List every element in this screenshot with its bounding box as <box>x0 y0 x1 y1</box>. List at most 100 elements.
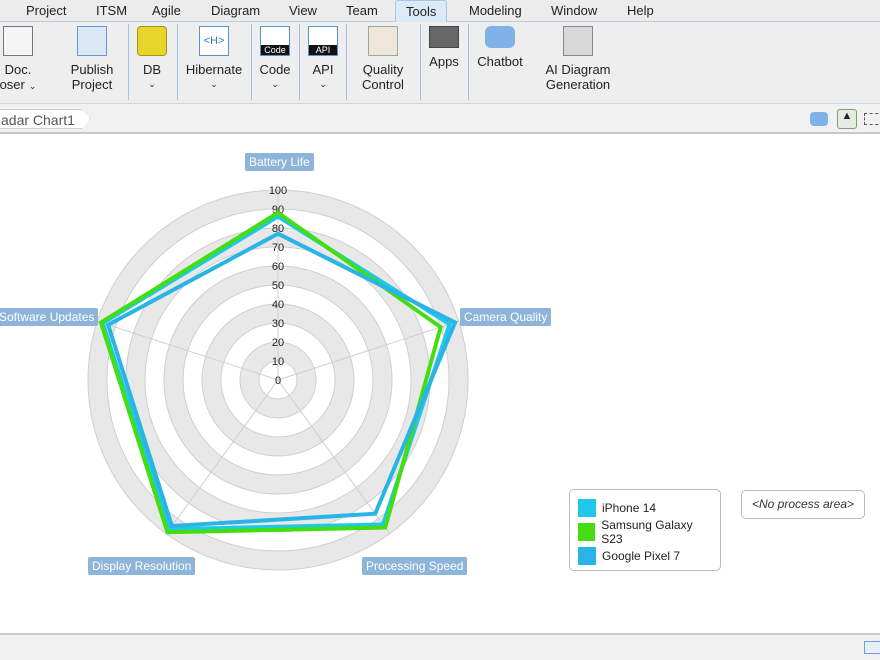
chart-legend: iPhone 14 Samsung Galaxy S23 Google Pixel … <box>569 489 721 571</box>
legend-swatch <box>578 499 596 517</box>
chevron-down-icon[interactable]: ⌄ <box>210 79 218 89</box>
ai-diagram-button[interactable]: AI Diagram Generation <box>536 26 620 92</box>
menu-tools[interactable]: Tools <box>395 0 448 22</box>
menu-window[interactable]: Window <box>551 3 598 18</box>
legend-label: iPhone 14 <box>602 501 657 515</box>
database-icon <box>137 26 167 56</box>
menu-itsm[interactable]: ITSM <box>96 3 128 18</box>
no-process-area-label[interactable]: <No process area> <box>741 490 865 519</box>
diagram-canvas[interactable]: 0 10 20 30 40 50 60 70 80 90 100 iPhone 14 Samsung … <box>0 135 880 633</box>
quality-control-button[interactable]: Quality Control <box>352 26 414 92</box>
button-label: API <box>312 62 334 77</box>
tick-label: 20 <box>272 337 284 349</box>
layout-icon[interactable] <box>864 113 880 125</box>
ribbon-toolbar: Doc. oser ⌄ Publish Project DB ⌄ <H> Hibernate ⌄ C… <box>0 22 880 104</box>
button-label: Doc. <box>4 62 32 77</box>
axis-line <box>277 320 459 381</box>
tick-label: 10 <box>272 356 284 368</box>
code-icon: Code <box>260 26 290 56</box>
axis-line <box>97 320 279 381</box>
legend-swatch <box>578 523 596 541</box>
chatbot-icon <box>485 26 515 48</box>
ribbon-separator <box>177 24 178 100</box>
tick-label: 100 <box>269 185 287 197</box>
tick-label: 80 <box>272 223 284 235</box>
apps-button[interactable]: Apps <box>424 26 464 69</box>
chevron-down-icon[interactable]: ⌄ <box>319 79 327 89</box>
button-label: Hibernate <box>185 62 243 77</box>
menu-team[interactable]: Team <box>346 3 378 18</box>
icon-text: Code <box>261 45 289 55</box>
chatbot-small-icon[interactable] <box>810 112 828 126</box>
chevron-down-icon[interactable]: ⌄ <box>148 79 156 89</box>
icon-text: API <box>309 45 337 55</box>
series-samsung-galaxy-s23 <box>98 210 443 535</box>
hibernate-icon: <H> <box>199 26 229 56</box>
button-label: Publish <box>70 62 114 77</box>
status-bar <box>0 633 880 660</box>
database-button[interactable]: DB ⌄ <box>134 26 170 92</box>
api-icon: API <box>308 26 338 56</box>
axis-label-software-updates: Software Updates <box>0 308 99 326</box>
publish-project-button[interactable]: Publish Project <box>62 26 122 92</box>
breadcrumb-radar-chart[interactable]: adar Chart1 <box>0 109 90 129</box>
menu-help[interactable]: Help <box>627 3 654 18</box>
legend-swatch <box>578 547 596 565</box>
announcement-icon[interactable]: ▲ <box>837 109 857 129</box>
legend-label: Google Pixel 7 <box>602 549 681 563</box>
legend-label: Samsung Galaxy S23 <box>601 518 693 546</box>
series-google-pixel-7 <box>105 231 458 529</box>
menu-bar: Project ITSM Agile Diagram View Team Tools Mode… <box>0 0 880 22</box>
axis-line <box>165 379 279 535</box>
button-label: AI Diagram <box>545 62 611 77</box>
button-label: Quality <box>362 62 404 77</box>
menu-view[interactable]: View <box>289 3 317 18</box>
apps-icon <box>429 26 459 48</box>
legend-item: Samsung Galaxy S23 <box>578 518 712 546</box>
axis-label-camera-quality: Camera Quality <box>460 308 552 326</box>
doc-composer-icon <box>3 26 33 56</box>
axis-label-display-resolution: Display Resolution <box>88 557 196 575</box>
button-label: Apps <box>429 54 459 69</box>
mail-icon[interactable] <box>864 641 880 654</box>
button-label: Code <box>259 62 291 77</box>
hibernate-button[interactable]: <H> Hibernate ⌄ <box>180 26 248 92</box>
doc-composer-button[interactable]: Doc. oser ⌄ <box>0 26 46 94</box>
button-label-2: Control <box>362 77 404 92</box>
button-label-2: Project <box>71 77 113 92</box>
tick-label: 0 <box>275 375 281 387</box>
button-label: DB <box>142 62 162 77</box>
button-label-2: Generation <box>545 77 611 92</box>
legend-item: iPhone 14 <box>578 496 712 520</box>
menu-project[interactable]: Project <box>26 3 67 18</box>
ribbon-separator <box>251 24 252 100</box>
tick-label: 70 <box>272 242 284 254</box>
button-label: Chatbot <box>477 54 523 69</box>
chevron-down-icon[interactable]: ⌄ <box>28 81 37 91</box>
chatbot-button[interactable]: Chatbot <box>472 26 528 69</box>
api-button[interactable]: API API ⌄ <box>304 26 342 92</box>
icon-text: <H> <box>203 35 225 47</box>
ribbon-separator <box>468 24 469 100</box>
tick-label: 30 <box>272 318 284 330</box>
axis-label-processing-speed: Processing Speed <box>362 557 468 575</box>
menu-agile[interactable]: Agile <box>152 3 181 18</box>
axis-line <box>277 379 391 535</box>
axis-label-battery-life: Battery Life <box>245 153 314 171</box>
ribbon-separator <box>128 24 129 100</box>
chevron-down-icon[interactable]: ⌄ <box>271 79 279 89</box>
menu-diagram[interactable]: Diagram <box>211 3 261 18</box>
menu-modeling[interactable]: Modeling <box>469 3 522 18</box>
quality-control-icon <box>368 26 398 56</box>
code-button[interactable]: Code Code ⌄ <box>254 26 296 92</box>
ribbon-separator <box>299 24 300 100</box>
ai-diagram-icon <box>563 26 593 56</box>
ribbon-separator <box>420 24 421 100</box>
tick-label: 40 <box>272 299 284 311</box>
publish-project-icon <box>77 26 107 56</box>
breadcrumb-bar: adar Chart1 ▲ <box>0 104 880 134</box>
tick-label: 50 <box>272 280 284 292</box>
legend-item: Google Pixel 7 <box>578 544 712 568</box>
button-label-2: oser ⌄ <box>0 77 37 92</box>
